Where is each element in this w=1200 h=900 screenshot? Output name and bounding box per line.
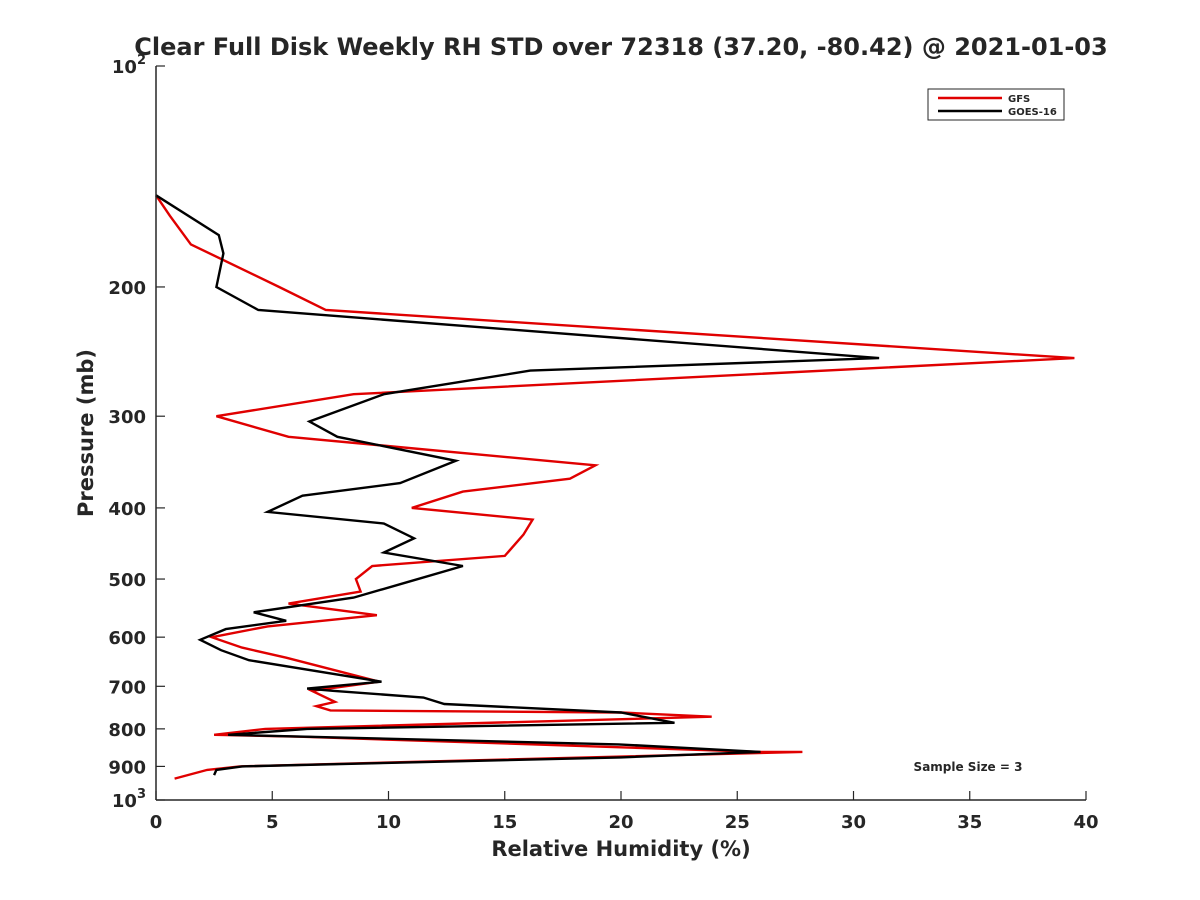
y-tick-label: 103	[112, 787, 146, 812]
series-line-goes-16	[155, 194, 880, 776]
y-tick-label: 300	[108, 407, 146, 428]
x-tick-label: 30	[841, 812, 866, 833]
y-tick-label: 200	[108, 278, 146, 299]
y-tick-label: 500	[108, 570, 146, 591]
x-tick-label: 20	[608, 812, 633, 833]
legend-box	[927, 88, 1065, 121]
y-axis-label: Pressure (mb)	[74, 349, 98, 517]
x-tick-label: 35	[957, 812, 982, 833]
series-layer	[155, 194, 1075, 780]
sample-size-annotation: Sample Size = 3	[914, 760, 1023, 774]
x-tick-label: 15	[492, 812, 517, 833]
legend-label: GFS	[1008, 94, 1030, 105]
y-tick-label: 900	[108, 757, 146, 778]
y-ticks: 102 200 300 400 500 600 700 800 900 103	[108, 53, 165, 812]
x-tick-label: 5	[266, 812, 279, 833]
y-tick-label: 400	[108, 499, 146, 520]
y-tick-label: 700	[108, 677, 146, 698]
y-tick-label: 800	[108, 720, 146, 741]
x-tick-label: 0	[150, 812, 163, 833]
y-tick-label: 600	[108, 628, 146, 649]
x-tick-label: 40	[1073, 812, 1098, 833]
legend-label: GOES-16	[1008, 107, 1057, 118]
chart-title: Clear Full Disk Weekly RH STD over 72318…	[134, 33, 1107, 61]
series-line-gfs	[155, 194, 1075, 780]
legend: GFS GOES-16	[927, 88, 1065, 121]
x-tick-label: 10	[376, 812, 401, 833]
x-ticks: 0 5 10 15 20 25 30 35 40	[150, 791, 1099, 833]
x-tick-label: 25	[725, 812, 750, 833]
y-tick-label: 102	[112, 53, 146, 78]
x-axis-label: Relative Humidity (%)	[491, 837, 750, 861]
